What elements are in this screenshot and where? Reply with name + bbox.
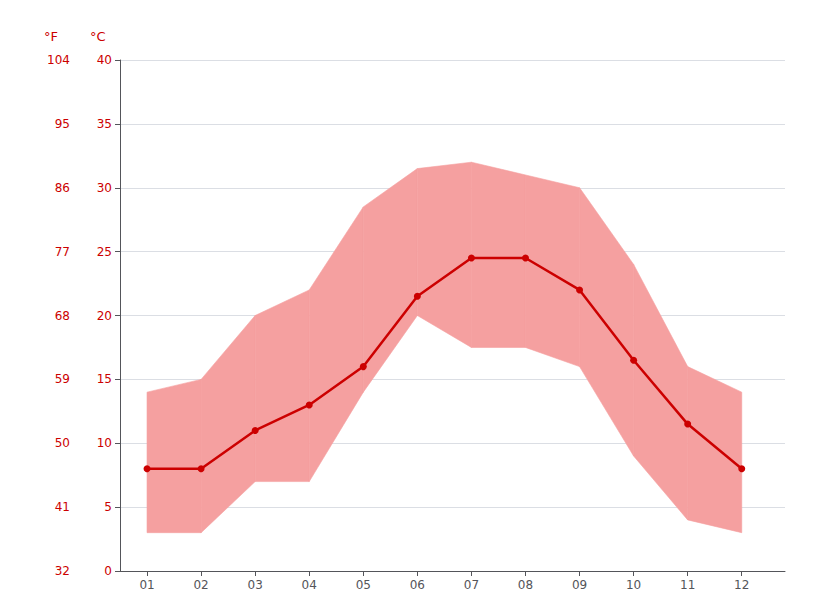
svg-text:35: 35 bbox=[97, 117, 112, 131]
svg-text:01: 01 bbox=[139, 578, 154, 592]
svg-text:11: 11 bbox=[680, 578, 695, 592]
svg-text:04: 04 bbox=[302, 578, 317, 592]
svg-text:07: 07 bbox=[464, 578, 479, 592]
svg-text:02: 02 bbox=[193, 578, 208, 592]
svg-text:77: 77 bbox=[55, 245, 70, 259]
svg-text:30: 30 bbox=[97, 181, 112, 195]
svg-text:°C: °C bbox=[90, 29, 106, 44]
svg-text:32: 32 bbox=[55, 564, 70, 578]
svg-text:05: 05 bbox=[356, 578, 371, 592]
svg-text:41: 41 bbox=[55, 500, 70, 514]
svg-text:68: 68 bbox=[55, 309, 70, 323]
svg-text:59: 59 bbox=[55, 372, 70, 386]
svg-text:10: 10 bbox=[626, 578, 641, 592]
svg-text:40: 40 bbox=[97, 53, 112, 67]
svg-text:15: 15 bbox=[97, 372, 112, 386]
svg-text:0: 0 bbox=[104, 564, 112, 578]
svg-text:86: 86 bbox=[55, 181, 70, 195]
svg-text:95: 95 bbox=[55, 117, 70, 131]
svg-text:03: 03 bbox=[248, 578, 263, 592]
svg-text:5: 5 bbox=[104, 500, 112, 514]
svg-text:12: 12 bbox=[734, 578, 749, 592]
svg-text:09: 09 bbox=[572, 578, 587, 592]
svg-text:10: 10 bbox=[97, 436, 112, 450]
svg-text:08: 08 bbox=[518, 578, 533, 592]
svg-text:°F: °F bbox=[44, 29, 58, 44]
svg-text:06: 06 bbox=[410, 578, 425, 592]
svg-text:104: 104 bbox=[47, 53, 70, 67]
svg-text:20: 20 bbox=[97, 309, 112, 323]
svg-text:25: 25 bbox=[97, 245, 112, 259]
svg-text:50: 50 bbox=[55, 436, 70, 450]
